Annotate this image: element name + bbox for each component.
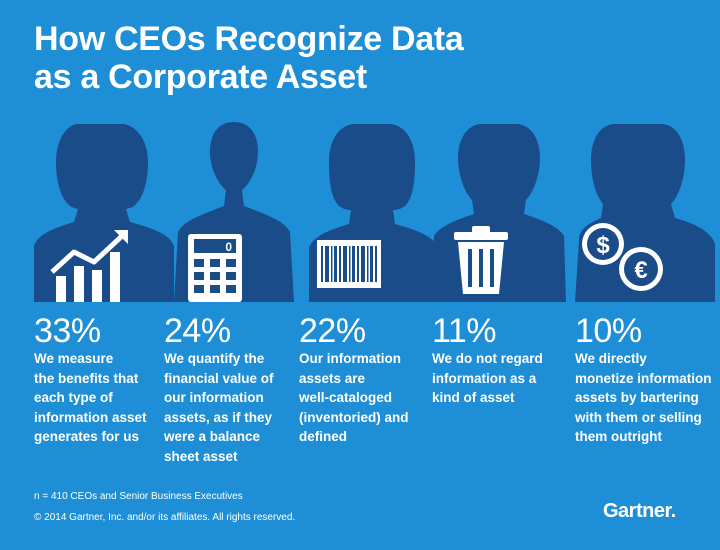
stat-column-1: 33% We measure the benefits that each ty… <box>34 112 174 444</box>
stat-column-5: $ € 10% We directly monetize information… <box>575 112 715 444</box>
stat-percent-3: 22% <box>299 312 366 350</box>
title-line-2: as a Corporate Asset <box>34 58 367 96</box>
dollar-euro-coins-icon: $ € <box>582 223 663 291</box>
svg-text:$: $ <box>596 232 610 259</box>
copyright-note: © 2014 Gartner, Inc. and/or its affiliat… <box>34 512 296 523</box>
person-silhouette-5: $ € <box>575 124 715 302</box>
page-title: How CEOs Recognize Data as a Corporate A… <box>34 20 464 96</box>
gartner-logo: Gartner. <box>603 500 676 522</box>
stat-column-2: 0 24% We quantify the financial value of… <box>164 112 304 464</box>
barcode-icon <box>317 240 381 288</box>
stat-percent-1: 33% <box>34 312 101 350</box>
stat-description-4: We do not regard information as a kind o… <box>432 351 543 405</box>
person-silhouette-2: 0 <box>174 122 294 302</box>
calculator-display: 0 <box>225 240 232 254</box>
stat-description-1: We measure the benefits that each type o… <box>34 351 147 444</box>
title-line-1: How CEOs Recognize Data <box>34 20 464 58</box>
stat-percent-2: 24% <box>164 312 231 350</box>
svg-text:€: € <box>634 257 647 284</box>
person-silhouette-1 <box>34 124 174 302</box>
stat-description-3: Our information assets are well-cataloge… <box>299 351 409 444</box>
sample-note: n = 410 CEOs and Senior Business Executi… <box>34 491 243 502</box>
stat-description-5: We directly monetize information assets … <box>575 351 712 444</box>
stat-column-3: 22% Our information assets are well-cata… <box>299 112 439 444</box>
stat-percent-5: 10% <box>575 312 642 350</box>
stat-percent-4: 11% <box>432 312 497 350</box>
growth-chart-icon <box>50 230 128 302</box>
calculator-icon: 0 <box>188 234 242 302</box>
person-silhouette-4 <box>432 124 566 302</box>
person-silhouette-3 <box>309 124 439 302</box>
stat-column-4: 11% We do not regard information as a ki… <box>432 112 572 405</box>
trash-can-icon <box>454 226 508 294</box>
stat-description-2: We quantify the financial value of our i… <box>164 351 274 464</box>
